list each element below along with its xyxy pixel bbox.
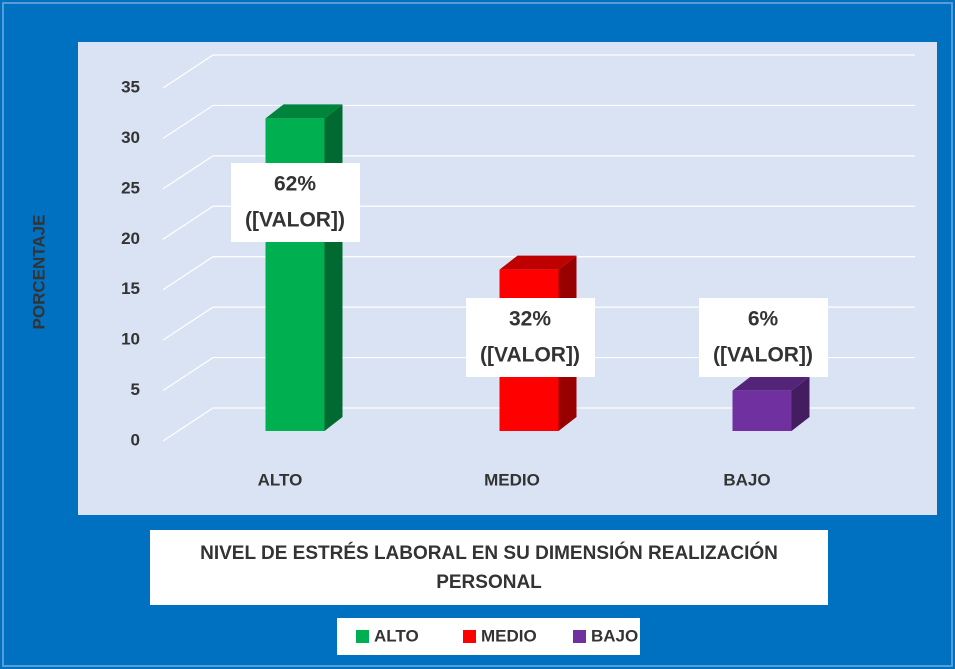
grid-line xyxy=(162,356,915,392)
annotation: 32% xyxy=(509,308,551,331)
legend-label: ALTO xyxy=(374,626,419,645)
legend-swatch xyxy=(463,630,476,643)
legend-label: MEDIO xyxy=(481,626,537,645)
grid-line xyxy=(162,205,915,240)
y-tick-label: 0 xyxy=(131,430,140,449)
annotation: ([VALOR]) xyxy=(480,344,580,367)
y-axis-label: PORCENTAJE xyxy=(29,215,48,330)
y-tick-label: 15 xyxy=(121,279,140,298)
x-tick-label: BAJO xyxy=(723,470,770,489)
grid-line xyxy=(162,407,915,442)
bar-side xyxy=(324,104,343,431)
grid-line xyxy=(162,256,915,291)
y-tick-label: 30 xyxy=(121,128,140,147)
chart-title: NIVEL DE ESTRÉS LABORAL EN SU DIMENSIÓN … xyxy=(200,542,778,564)
legend-swatch xyxy=(573,630,586,643)
x-tick-label: ALTO xyxy=(258,470,303,489)
y-tick-label: 10 xyxy=(121,330,140,349)
annotation: 62% xyxy=(274,173,316,196)
y-tick-label: 35 xyxy=(121,77,140,96)
grid-line xyxy=(162,54,915,89)
legend-swatch xyxy=(356,630,369,643)
y-tick-label: 25 xyxy=(121,178,140,197)
bar-top xyxy=(499,255,577,270)
annotation-box xyxy=(231,163,360,242)
chart-title: PERSONAL xyxy=(436,572,542,593)
y-tick-label: 5 xyxy=(131,380,140,399)
y-tick-label: 20 xyxy=(121,229,140,248)
annotation: 6% xyxy=(748,308,779,331)
bar-side xyxy=(791,376,810,431)
annotation: ([VALOR]) xyxy=(713,344,813,367)
grid-line xyxy=(162,155,915,190)
bar xyxy=(732,390,792,431)
annotation: ([VALOR]) xyxy=(245,209,345,232)
grid-line xyxy=(162,104,915,139)
bar-top xyxy=(265,104,343,119)
bar-top xyxy=(732,376,810,391)
title-box xyxy=(150,530,828,605)
grid-line xyxy=(162,306,915,341)
annotation-box xyxy=(466,298,595,377)
x-tick-label: MEDIO xyxy=(484,470,540,489)
legend-box xyxy=(337,618,640,655)
legend-label: BAJO xyxy=(591,626,638,645)
annotation-box xyxy=(699,298,828,377)
